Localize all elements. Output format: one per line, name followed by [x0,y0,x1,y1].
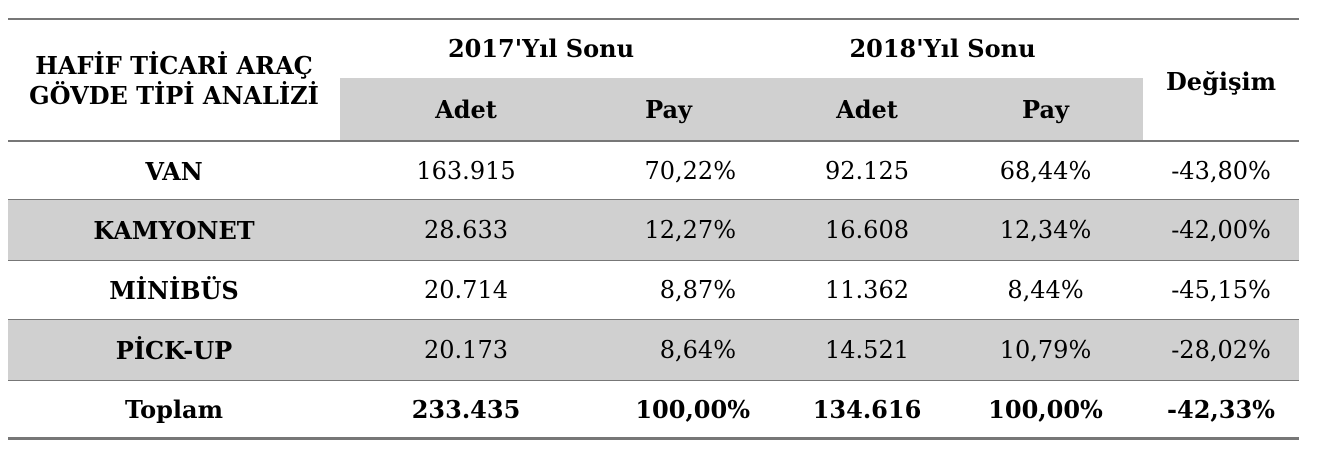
total-change: -42,33% [1167,394,1275,424]
cell-pay-2018: 10,79% [999,336,1092,364]
adet-2017-header: Adet [435,94,497,124]
cell-pay-2017: 70,22% [644,157,736,185]
cell-change: -28,02% [1171,336,1271,364]
change-header: Değişim [1165,66,1276,96]
pay-2017-header: Pay [645,94,692,124]
cell-adet-2017: 163.915 [416,157,516,185]
row-shade-pickup [8,320,1299,380]
cell-pay-2017: 8,87% [659,276,736,304]
row-rule [8,319,1299,320]
year-2017-header: 2017'Yıl Sonu [447,33,635,63]
cell-pay-2018: 8,44% [1007,276,1084,304]
table-top-rule [8,18,1299,20]
row-label-minibus: MİNİBÜS [109,275,239,305]
cell-pay-2018: 68,44% [999,157,1092,185]
total-adet-2017: 233.435 [411,394,521,424]
year-2018-header: 2018'Yıl Sonu [849,33,1036,63]
row-rule [8,380,1299,381]
row-shade-kamyonet [8,200,1299,260]
total-adet-2018: 134.616 [812,394,922,424]
cell-adet-2018: 14.521 [825,336,909,364]
cell-adet-2018: 16.608 [825,216,909,244]
cell-adet-2017: 20.173 [424,336,508,364]
row-rule [8,199,1299,200]
cell-adet-2018: 92.125 [825,157,909,185]
cell-pay-2017: 12,27% [644,216,736,244]
row-rule [8,260,1299,261]
total-pay-2017: 100,00% [635,394,750,424]
body-type-analysis-table: HAFİF TİCARİ ARAÇ GÖVDE TİPİ ANALİZİ 201… [8,18,1299,441]
cell-change: -45,15% [1171,276,1271,304]
adet-2018-header: Adet [836,94,898,124]
cell-pay-2018: 12,34% [999,216,1092,244]
pay-2018-header: Pay [1022,94,1069,124]
table-bottom-rule [8,437,1299,440]
cell-adet-2018: 11.362 [825,276,909,304]
cell-change: -42,00% [1171,216,1271,244]
cell-pay-2017: 8,64% [659,336,736,364]
row-label-total: Toplam [125,394,223,424]
corner-title: HAFİF TİCARİ ARAÇ GÖVDE TİPİ ANALİZİ [29,51,319,110]
row-label-pickup: PİCK-UP [115,335,233,365]
cell-change: -43,80% [1171,157,1271,185]
cell-adet-2017: 28.633 [424,216,508,244]
cell-adet-2017: 20.714 [424,276,508,304]
subheader-band [340,78,1143,140]
row-label-kamyonet: KAMYONET [93,215,255,245]
row-label-van: VAN [145,156,203,186]
header-bottom-rule [8,140,1299,142]
total-pay-2018: 100,00% [988,394,1103,424]
